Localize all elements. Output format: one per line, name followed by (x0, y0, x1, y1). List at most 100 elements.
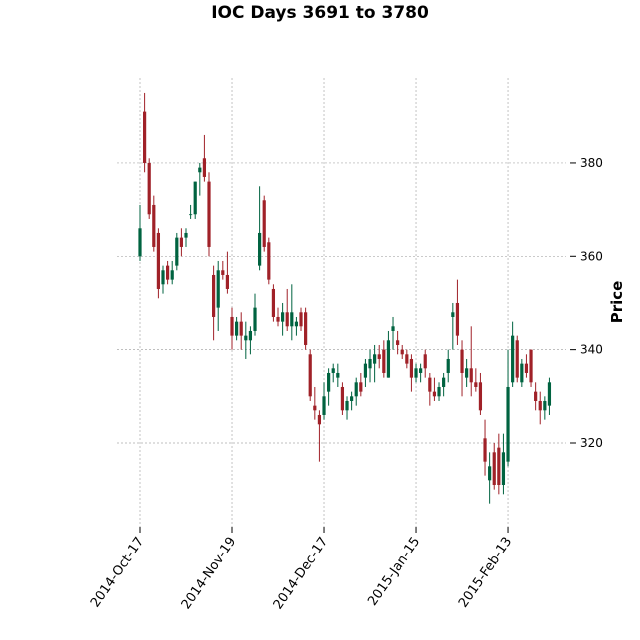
candle-body (428, 377, 432, 392)
candle-body (534, 391, 538, 401)
candle-body (543, 400, 547, 411)
candle-body (474, 382, 478, 387)
candle-body (377, 354, 381, 359)
candle-body (308, 354, 312, 397)
candle-body (175, 237, 179, 266)
chart-title: IOC Days 3691 to 3780 (211, 3, 429, 23)
candle-body (483, 438, 487, 462)
candle-body (501, 452, 506, 485)
candle-body (497, 447, 501, 485)
candle-body (271, 288, 276, 317)
candle-body (506, 386, 510, 462)
candle-body (336, 372, 340, 378)
candle-body (202, 158, 207, 177)
candle-body (363, 363, 368, 378)
candle-body (511, 335, 515, 383)
y-axis-label: Price (608, 281, 626, 324)
candle-body (391, 326, 395, 331)
candle-body (529, 349, 533, 383)
candle-body (423, 354, 427, 369)
candle-body (538, 400, 542, 411)
candle-body (281, 312, 285, 322)
candle-body (492, 452, 496, 485)
candle-body (419, 368, 423, 373)
candle-body (138, 228, 142, 257)
candle-body (442, 377, 446, 387)
candle-body (460, 349, 464, 373)
candle-body (143, 111, 147, 163)
candle-body (547, 382, 552, 406)
candle-body (478, 382, 483, 411)
y-tick-label: 360 (580, 249, 603, 263)
x-tick-label: 2015-Jan-15 (365, 535, 423, 609)
candle-body (396, 340, 400, 345)
candle-body (317, 414, 322, 425)
candle-body (244, 335, 248, 341)
candle-body (161, 270, 165, 285)
candle-body (212, 274, 216, 317)
candle-body (179, 237, 184, 247)
candle-body (198, 167, 202, 173)
candle-body (170, 270, 174, 280)
candle-body (455, 302, 460, 336)
candle-body (184, 232, 188, 238)
candle-body (304, 312, 308, 345)
candle-body (258, 232, 262, 266)
candle-body (313, 405, 317, 411)
candle-body (322, 396, 326, 415)
candle-body (290, 312, 294, 327)
candle-body (354, 382, 358, 397)
y-tick-label: 320 (580, 436, 603, 450)
candle-body (469, 368, 473, 383)
candle-body (248, 330, 253, 341)
candle-body (405, 354, 409, 364)
candle-body (437, 386, 441, 397)
candle-body (285, 312, 289, 327)
x-tick-label: 2014-Oct-17 (88, 535, 147, 611)
candle-body (262, 200, 266, 247)
candle-body (235, 321, 239, 336)
y-tick-label: 340 (580, 343, 603, 357)
candle-body (446, 358, 450, 373)
candle-body (520, 363, 524, 383)
candle-body (409, 358, 414, 378)
candle-body (465, 368, 469, 378)
candle-body (276, 316, 280, 322)
candle-body (368, 358, 372, 369)
candle-body (350, 396, 354, 401)
candle-body (400, 349, 404, 355)
candle-body (382, 349, 386, 373)
candle-body (524, 363, 529, 373)
candle-body (488, 466, 492, 481)
candle-body (193, 181, 197, 215)
candle-body (386, 340, 391, 378)
candle-body (373, 354, 377, 364)
candle-body (515, 340, 519, 378)
candle-body (267, 242, 271, 280)
candle-body (147, 162, 151, 215)
candle-body (432, 391, 437, 397)
candle-body (152, 204, 156, 247)
candle-body (225, 274, 230, 289)
y-tick-label: 380 (580, 156, 603, 170)
candle-body (207, 181, 211, 247)
candle-body (340, 386, 345, 411)
candle-body (331, 368, 335, 373)
x-tick-label: 2014-Dec-17 (271, 535, 332, 613)
candle-body (451, 312, 455, 317)
candle-body (253, 307, 257, 331)
candle-body (239, 321, 243, 336)
candle-body (345, 400, 349, 411)
candle-body (327, 372, 331, 392)
candle-body (294, 321, 299, 327)
candle-body (359, 382, 363, 392)
candle-body (299, 312, 303, 327)
x-tick-label: 2014-Nov-19 (179, 535, 239, 612)
x-tick-label: 2015-Feb-13 (456, 535, 515, 611)
candle-body (189, 214, 193, 216)
candle-body (166, 265, 170, 280)
candle-body (414, 368, 418, 378)
candle-body (156, 232, 161, 289)
candle-body (221, 270, 225, 275)
